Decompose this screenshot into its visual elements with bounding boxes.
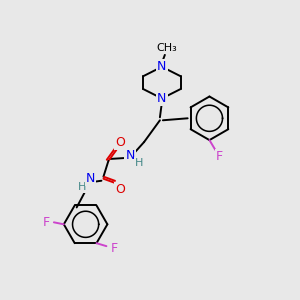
Text: F: F: [42, 216, 50, 229]
Text: F: F: [111, 242, 118, 255]
Text: F: F: [216, 150, 223, 164]
Text: N: N: [157, 92, 167, 105]
Text: H: H: [135, 158, 143, 168]
Text: N: N: [125, 149, 135, 162]
Text: H: H: [77, 182, 86, 192]
Text: CH₃: CH₃: [157, 43, 177, 53]
Text: N: N: [86, 172, 95, 185]
Text: O: O: [115, 183, 125, 196]
Text: N: N: [157, 60, 167, 73]
Text: O: O: [115, 136, 125, 148]
